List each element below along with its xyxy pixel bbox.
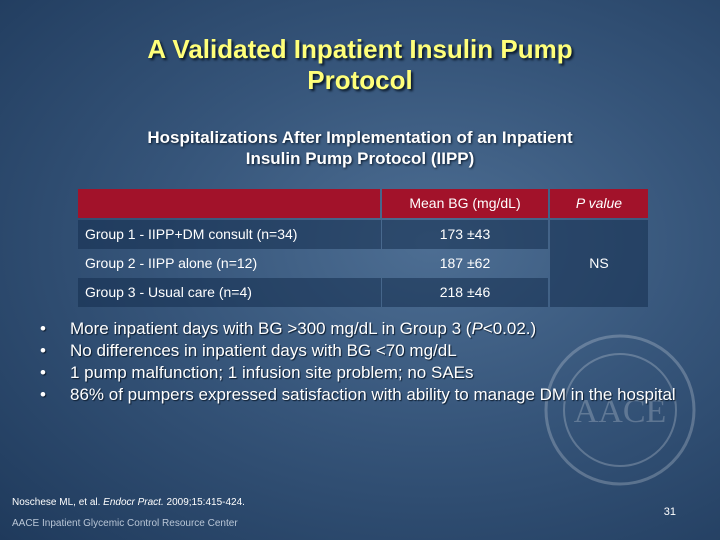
bullet-list: • More inpatient days with BG >300 mg/dL … <box>40 318 690 406</box>
row-1-label: Group 1 - IIPP+DM consult (n=34) <box>78 220 381 249</box>
results-table: Mean BG (mg/dL) P value Group 1 - IIPP+D… <box>78 189 648 307</box>
bullet-dot-icon: • <box>40 341 46 360</box>
page-number: 31 <box>663 506 676 518</box>
bullet-dot-icon: • <box>40 385 46 404</box>
bullet-1-tail: <0.02.) <box>482 319 537 338</box>
bullet-item-2: • No differences in inpatient days with B… <box>40 340 690 362</box>
row-3-label: Group 3 - Usual care (n=4) <box>78 278 381 307</box>
bullet-dot-icon: • <box>40 319 46 338</box>
header-cell-p-value: P value <box>550 189 648 218</box>
bullet-item-3: • 1 pump malfunction; 1 infusion site pro… <box>40 362 690 384</box>
citation-journal: Endocr Pract. <box>103 497 164 508</box>
citation-details: 2009;15:415-424. <box>163 497 245 508</box>
bullet-item-1: • More inpatient days with BG >300 mg/dL … <box>40 318 690 340</box>
row-2-label: Group 2 - IIPP alone (n=12) <box>85 255 258 271</box>
title-line-1: A Validated Inpatient Insulin Pump <box>147 34 573 64</box>
header-cell-group <box>78 189 380 218</box>
slide-subtitle: Hospitalizations After Implementation of… <box>0 127 720 169</box>
title-line-2: Protocol <box>307 65 413 95</box>
row-2-mean: 187 ±62 <box>439 255 491 271</box>
aace-logo-watermark: AACE <box>544 334 696 486</box>
bullet-dot-icon: • <box>40 363 46 382</box>
citation-authors: Noschese ML, et al. <box>12 497 104 508</box>
p-value-cell: NS <box>550 220 648 307</box>
row-1-mean: 173 ±43 <box>382 220 548 249</box>
bullet-item-4: • 86% of pumpers expressed satisfaction w… <box>40 384 690 406</box>
slide-title: A Validated Inpatient Insulin Pump Proto… <box>0 34 720 96</box>
row-3-mean: 218 ±46 <box>382 278 548 307</box>
bullet-1-text: More inpatient days with BG >300 mg/dL i… <box>70 319 472 338</box>
logo-text: AACE <box>574 393 667 430</box>
citation: Noschese ML, et al. Endocr Pract. 2009;1… <box>12 497 245 508</box>
subtitle-line-2: Insulin Pump Protocol (IIPP) <box>245 149 475 168</box>
header-cell-mean-bg: Mean BG (mg/dL) <box>382 189 548 218</box>
subtitle-line-1: Hospitalizations After Implementation of… <box>147 128 573 147</box>
bullet-2-text: No differences in inpatient days with BG… <box>70 341 457 360</box>
footer-resource-center: AACE Inpatient Glycemic Control Resource… <box>12 518 238 529</box>
bullet-3-text: 1 pump malfunction; 1 infusion site prob… <box>70 363 474 382</box>
bullet-1-italic: P <box>471 319 483 338</box>
bullet-4-text: 86% of pumpers expressed satisfaction wi… <box>70 385 676 404</box>
